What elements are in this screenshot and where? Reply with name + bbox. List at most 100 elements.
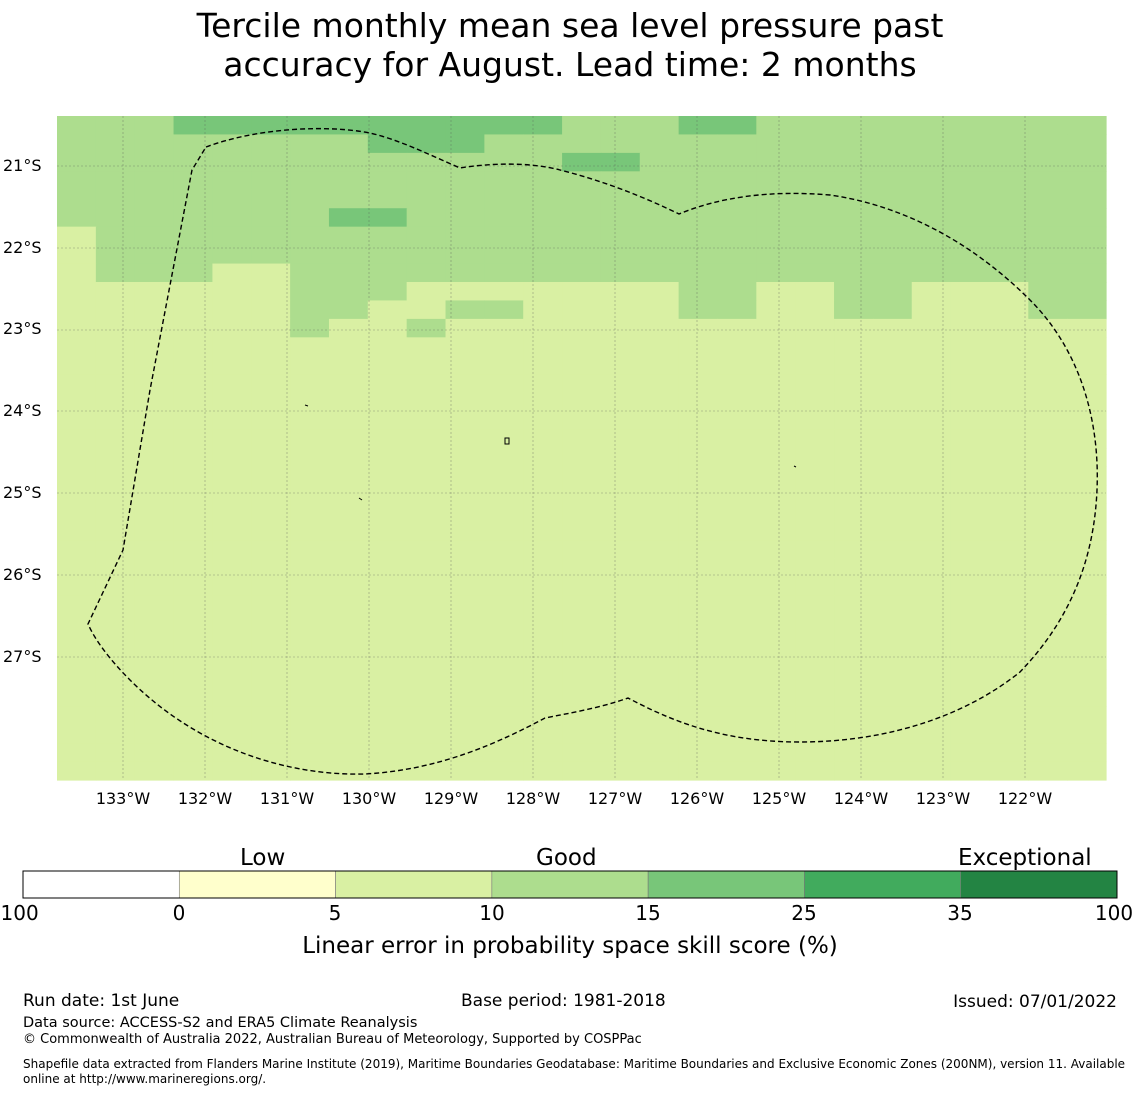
grid-cell [834, 484, 874, 504]
grid-cell [95, 577, 136, 597]
grid-cell [484, 152, 524, 172]
grid-cell [367, 521, 408, 541]
grid-cell [57, 761, 97, 781]
grid-cell [328, 669, 369, 689]
grid-cell [639, 540, 680, 560]
grid-cell [834, 577, 874, 597]
grid-cell [406, 595, 447, 615]
grid-cell [717, 208, 757, 228]
grid-cell [872, 134, 913, 154]
grid-cell [717, 706, 757, 726]
grid-cell [834, 466, 874, 486]
grid-cell [950, 134, 991, 154]
grid-cell [562, 761, 602, 781]
grid-cell [1028, 448, 1068, 468]
grid-cell [406, 355, 447, 375]
grid-cell [989, 743, 1029, 763]
grid-cell [756, 521, 796, 541]
grid-cell [57, 226, 97, 246]
grid-cell [523, 724, 563, 744]
grid-cell [600, 706, 641, 726]
grid-cell [795, 263, 835, 283]
grid-cell [600, 374, 641, 394]
grid-cell [134, 245, 175, 265]
grid-cell [562, 374, 602, 394]
grid-cell [173, 116, 214, 136]
grid-cell [406, 761, 447, 781]
grid-cell [1028, 355, 1068, 375]
grid-cell [406, 466, 447, 486]
grid-cell [290, 337, 330, 357]
grid-cell [600, 466, 641, 486]
grid-cell [57, 743, 97, 763]
grid-cell [212, 540, 252, 560]
grid-cell [756, 263, 796, 283]
grid-cell [484, 761, 524, 781]
grid-cell [290, 355, 330, 375]
grid-cell [911, 189, 952, 209]
grid-cell [989, 484, 1029, 504]
grid-cell [523, 226, 563, 246]
grid-cell [523, 411, 563, 431]
grid-cell [600, 632, 641, 652]
grid-cell [562, 337, 602, 357]
grid-cell [911, 484, 952, 504]
grid-cell [328, 189, 369, 209]
colorbar-tick: 10 [479, 901, 505, 925]
grid-cell [95, 466, 136, 486]
grid-cell [795, 650, 835, 670]
grid-cell [445, 632, 485, 652]
grid-cell [406, 392, 447, 412]
grid-cell [639, 429, 680, 449]
grid-cell [756, 577, 796, 597]
grid-cell [639, 355, 680, 375]
grid-cell [484, 521, 524, 541]
grid-cell [484, 392, 524, 412]
grid-cell [523, 374, 563, 394]
grid-cell [600, 743, 641, 763]
grid-cell [173, 761, 214, 781]
grid-cell [251, 300, 291, 320]
grid-cell [717, 466, 757, 486]
grid-cell [989, 595, 1029, 615]
grid-cell [173, 355, 214, 375]
grid-cell [251, 484, 291, 504]
grid-cell [406, 558, 447, 578]
grid-cell [406, 650, 447, 670]
grid-cell [872, 282, 913, 302]
grid-cell [251, 724, 291, 744]
grid-cell [212, 208, 252, 228]
grid-cell [290, 448, 330, 468]
grid-cell [756, 337, 796, 357]
grid-cell [795, 540, 835, 560]
grid-cell [678, 337, 719, 357]
grid-cell [678, 669, 719, 689]
grid-cell [600, 429, 641, 449]
grid-cell [911, 374, 952, 394]
grid-cell [872, 392, 913, 412]
grid-cell [1067, 650, 1107, 670]
grid-cell [212, 706, 252, 726]
grid-cell [989, 558, 1029, 578]
grid-cell [1028, 761, 1068, 781]
grid-cell [1067, 632, 1107, 652]
grid-cell [57, 318, 97, 338]
grid-cell [290, 411, 330, 431]
grid-cell [445, 208, 485, 228]
grid-cell [639, 318, 680, 338]
grid-cell [367, 761, 408, 781]
grid-cell [639, 558, 680, 578]
grid-cell [484, 263, 524, 283]
grid-cell [1028, 300, 1068, 320]
grid-cell [251, 134, 291, 154]
grid-cell [406, 318, 447, 338]
grid-cell [678, 687, 719, 707]
grid-cell [95, 282, 136, 302]
grid-cell [989, 706, 1029, 726]
grid-cell [872, 650, 913, 670]
grid-cell [95, 595, 136, 615]
grid-cell [445, 189, 485, 209]
grid-cell [1067, 392, 1107, 412]
grid-cell [600, 226, 641, 246]
grid-cell [134, 484, 175, 504]
